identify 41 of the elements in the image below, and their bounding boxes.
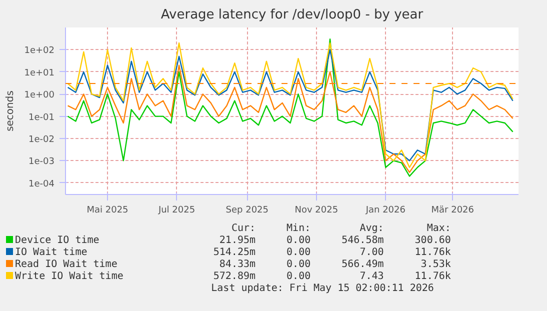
text: Last update: Fri May 15 02:00:11 2026	[210, 283, 434, 295]
legend-label: Write IO Wait time	[14, 271, 124, 283]
text: 572.89m	[212, 271, 257, 283]
y-tick-label: 1e+02	[24, 46, 55, 56]
y-tick-label: 1e-01	[28, 112, 55, 123]
legend-label: IO Wait time	[14, 247, 88, 259]
text: Min:	[286, 223, 312, 235]
x-tick-label: Nov 2025	[294, 206, 338, 216]
text: 0.00	[286, 259, 312, 271]
text: 514.25m	[212, 247, 257, 259]
y-tick-label: 1e-04	[28, 179, 55, 190]
legend-label: Read IO Wait time	[14, 259, 118, 271]
text: 0.00	[286, 271, 312, 283]
x-tick-label: Jul 2025	[157, 206, 196, 216]
line-series	[67, 64, 514, 173]
text: 0.00	[286, 247, 312, 259]
x-tick-label: Mai 2025	[86, 206, 128, 216]
legend-label: Device IO time	[14, 235, 100, 247]
text: 11.76k	[414, 247, 452, 259]
text: Avg:	[358, 223, 385, 235]
y-tick-label: 1e+00	[24, 90, 55, 101]
text: Max:	[426, 223, 452, 235]
text: 84.33m	[218, 259, 257, 271]
y-tick-label: 1e+01	[24, 68, 55, 78]
text: 21.95m	[218, 235, 257, 247]
text: 7.43	[358, 271, 385, 283]
text: 0.00	[286, 235, 312, 247]
y-tick-label: 1e-02	[28, 134, 55, 145]
text: 300.60	[414, 235, 452, 247]
text: 11.76k	[414, 271, 452, 283]
y-tick-label: 1e-03	[28, 157, 55, 168]
chart-title: Average latency for /dev/loop0 - by year	[160, 8, 424, 22]
text: 566.49m	[340, 259, 385, 271]
text: 7.00	[358, 247, 385, 259]
x-tick-label: Jan 2026	[364, 206, 406, 216]
y-axis-title: seconds	[5, 90, 16, 132]
text: Cur:	[230, 223, 257, 235]
text: 3.53k	[420, 259, 452, 271]
x-tick-label: Mär 2026	[431, 206, 474, 216]
text: 546.58m	[340, 235, 385, 247]
x-tick-label: Sep 2025	[226, 206, 269, 216]
